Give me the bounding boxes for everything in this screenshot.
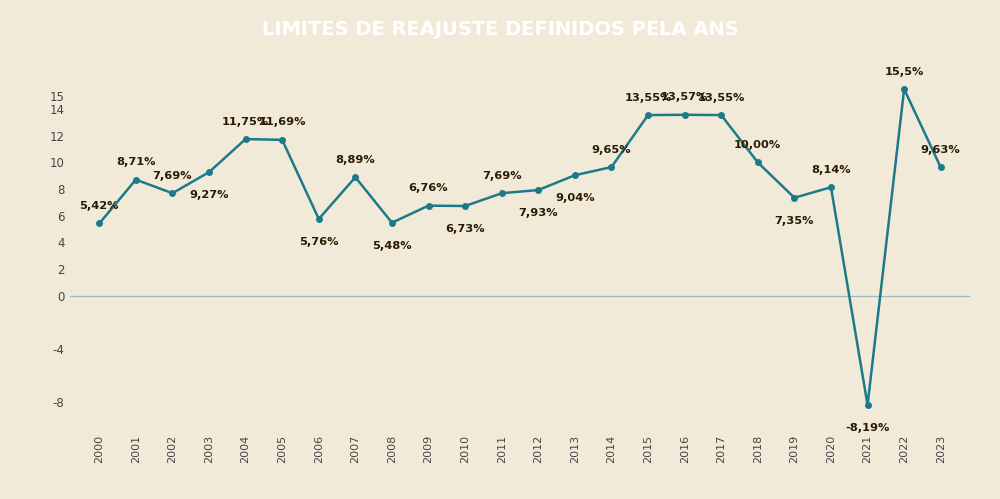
Text: 9,27%: 9,27%: [189, 190, 229, 200]
Text: -8,19%: -8,19%: [845, 423, 890, 433]
Text: 9,04%: 9,04%: [555, 193, 595, 203]
Text: 15,5%: 15,5%: [884, 66, 924, 76]
Text: 7,69%: 7,69%: [153, 171, 192, 181]
Text: 13,55%: 13,55%: [624, 93, 672, 103]
Text: 11,69%: 11,69%: [258, 117, 306, 127]
Text: 5,48%: 5,48%: [372, 241, 412, 251]
Text: 13,57%: 13,57%: [661, 92, 708, 102]
Text: 7,69%: 7,69%: [482, 171, 522, 181]
Text: 10,00%: 10,00%: [734, 140, 781, 150]
Text: 11,75%: 11,75%: [222, 117, 269, 127]
Text: 8,71%: 8,71%: [116, 157, 156, 167]
Text: 7,35%: 7,35%: [775, 216, 814, 226]
Text: 9,63%: 9,63%: [921, 145, 961, 155]
Text: 13,55%: 13,55%: [698, 93, 745, 103]
Text: 5,76%: 5,76%: [299, 237, 339, 247]
Text: 7,93%: 7,93%: [518, 208, 558, 218]
Text: 5,42%: 5,42%: [80, 201, 119, 211]
Text: 9,65%: 9,65%: [592, 145, 631, 155]
Text: 6,73%: 6,73%: [445, 224, 485, 234]
Text: 8,89%: 8,89%: [335, 155, 375, 165]
Text: 8,14%: 8,14%: [811, 165, 851, 175]
Text: LIMITES DE REAJUSTE DEFINIDOS PELA ANS: LIMITES DE REAJUSTE DEFINIDOS PELA ANS: [262, 20, 738, 39]
Text: 6,76%: 6,76%: [409, 183, 448, 193]
